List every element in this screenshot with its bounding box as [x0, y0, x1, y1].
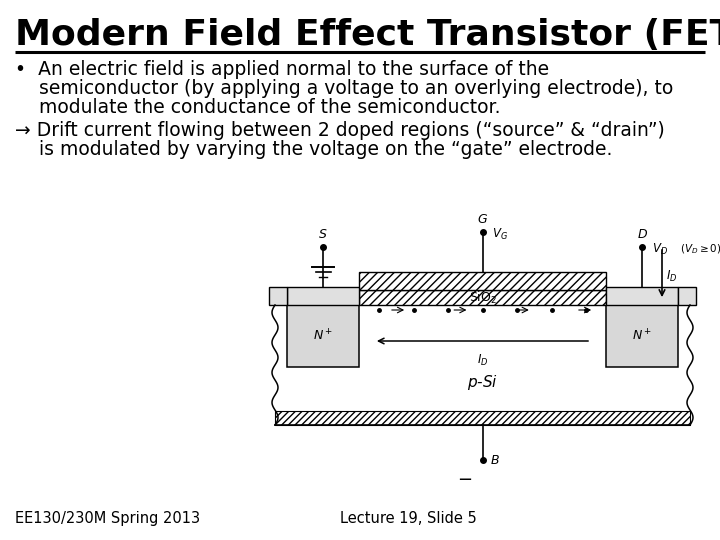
Text: $\mathrm{SiO_2}$: $\mathrm{SiO_2}$: [469, 289, 497, 306]
Bar: [287, 287, 359, 305]
Text: D: D: [637, 228, 647, 241]
Bar: [359, 272, 606, 290]
Text: $(V_D \geq 0)$: $(V_D \geq 0)$: [680, 242, 720, 256]
Text: S: S: [319, 228, 327, 241]
Text: •  An electric field is applied normal to the surface of the: • An electric field is applied normal to…: [15, 60, 549, 79]
Bar: [606, 305, 678, 367]
Text: $B$: $B$: [490, 454, 500, 467]
Bar: [359, 290, 606, 305]
Text: Lecture 19, Slide 5: Lecture 19, Slide 5: [340, 511, 477, 526]
Text: is modulated by varying the voltage on the “gate” electrode.: is modulated by varying the voltage on t…: [15, 140, 613, 159]
Text: $V_D$: $V_D$: [652, 241, 668, 256]
Text: $-$: $-$: [457, 469, 472, 487]
Text: → Drift current flowing between 2 doped regions (“source” & “drain”): → Drift current flowing between 2 doped …: [15, 121, 665, 140]
Text: EE130/230M Spring 2013: EE130/230M Spring 2013: [15, 511, 200, 526]
Text: $I_D$: $I_D$: [477, 353, 488, 368]
Text: $N^+$: $N^+$: [313, 328, 333, 343]
Text: modulate the conductance of the semiconductor.: modulate the conductance of the semicond…: [15, 98, 500, 117]
Bar: [269, 287, 287, 305]
Text: semiconductor (by applying a voltage to an overlying electrode), to: semiconductor (by applying a voltage to …: [15, 79, 673, 98]
Bar: [606, 287, 678, 305]
Text: $V_G$: $V_G$: [492, 226, 508, 241]
Text: G: G: [477, 213, 487, 226]
Text: $N^+$: $N^+$: [632, 328, 652, 343]
Text: $I_D$: $I_D$: [666, 268, 678, 284]
Bar: [275, 411, 690, 425]
Bar: [678, 287, 696, 305]
Text: $p$-Si: $p$-Si: [467, 374, 498, 393]
Text: Modern Field Effect Transistor (FET): Modern Field Effect Transistor (FET): [15, 18, 720, 52]
Bar: [287, 305, 359, 367]
